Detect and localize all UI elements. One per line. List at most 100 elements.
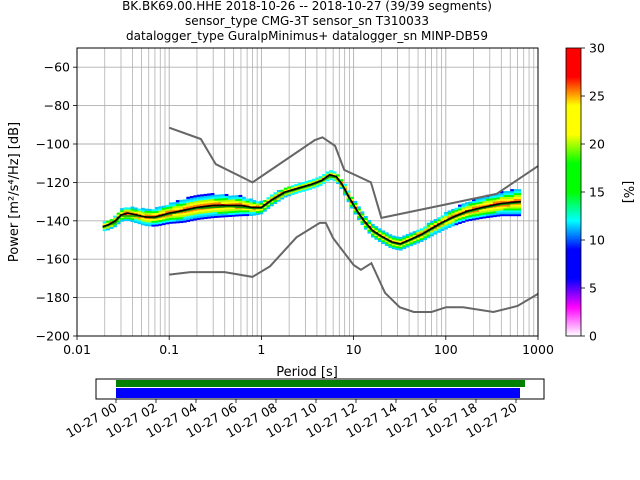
density-cell [433, 222, 438, 225]
density-cell [186, 202, 191, 205]
density-cell [437, 230, 441, 233]
density-cell [196, 194, 201, 197]
colorbar-ticks: 0 5 10 15 20 25 30 [581, 41, 605, 344]
density-cell [255, 210, 260, 214]
density-cell [444, 215, 448, 218]
density-cell [465, 206, 469, 209]
density-cell [221, 199, 225, 203]
density-cell [318, 178, 323, 181]
density-cell [433, 220, 438, 224]
density-cell [367, 221, 372, 225]
density-cell [447, 223, 452, 227]
density-cell [461, 216, 466, 219]
density-cell [492, 199, 497, 202]
density-cell [419, 236, 424, 239]
density-cell [517, 204, 522, 207]
density-cell [130, 218, 135, 221]
colorbar-tick-label: 25 [589, 89, 605, 104]
density-cell [189, 205, 194, 208]
density-cell [517, 192, 522, 196]
density-cell [172, 217, 177, 220]
density-cell [203, 213, 208, 216]
density-cell [482, 197, 487, 200]
density-cell [471, 202, 476, 205]
density-cell [496, 204, 501, 208]
density-cell [231, 206, 236, 210]
density-cell [235, 214, 239, 217]
density-cell [381, 230, 386, 233]
density-cell [186, 217, 191, 221]
statistic-curves [102, 173, 521, 246]
density-cell [203, 203, 208, 206]
density-cell [137, 208, 142, 211]
density-cell [304, 186, 309, 189]
density-cell [496, 214, 501, 217]
density-cell [186, 200, 191, 203]
density-cell [231, 203, 236, 206]
density-cell [485, 204, 490, 207]
density-cell [510, 198, 515, 201]
density-cell [141, 219, 145, 222]
density-cell [280, 195, 285, 198]
density-cell [200, 201, 205, 205]
density-cell [496, 206, 501, 209]
density-cell [339, 185, 344, 188]
density-cell [405, 237, 410, 240]
density-cell [391, 239, 396, 242]
density-cell [492, 195, 497, 198]
colorbar-tick-label: 5 [589, 281, 597, 296]
density-cell [388, 243, 393, 246]
density-cell [482, 202, 487, 206]
density-cell [461, 214, 466, 218]
density-cell [294, 191, 299, 194]
density-cell [109, 224, 114, 228]
density-cell [252, 201, 257, 205]
density-cell [238, 200, 243, 203]
density-cell [468, 214, 473, 218]
density-cell [168, 215, 173, 219]
density-cell [147, 212, 152, 215]
density-cell [395, 236, 400, 239]
density-cell [210, 216, 215, 219]
density-cell [158, 219, 163, 222]
density-cell [249, 208, 253, 211]
density-cell [308, 179, 313, 183]
density-cell [224, 215, 229, 218]
y-axis: −60 −80 −100 −120 −140 −160 −180 −200 [36, 60, 77, 344]
density-cell [165, 208, 170, 211]
density-cell [384, 234, 389, 237]
density-cell [200, 213, 205, 216]
density-cell [475, 211, 480, 214]
density-cell [482, 201, 487, 204]
density-cell [228, 199, 232, 202]
density-cell [168, 221, 173, 224]
density-cell [120, 215, 124, 218]
density-cell [151, 224, 156, 227]
density-cell [412, 234, 417, 238]
density-cell [430, 220, 434, 223]
density-cell [130, 206, 135, 209]
y-tick-label: −100 [36, 137, 70, 152]
density-cell [242, 200, 246, 203]
density-cell [144, 214, 149, 217]
density-cell [165, 214, 170, 217]
density-cell [377, 228, 382, 231]
density-cell [426, 232, 431, 235]
density-cell [109, 219, 114, 222]
colorbar-tick-label: 10 [589, 233, 605, 248]
density-cell [503, 200, 508, 203]
density-cell [113, 217, 117, 220]
density-cell [471, 200, 476, 204]
density-cell [416, 231, 421, 234]
density-cell [141, 221, 145, 224]
nhnm-line [168, 126, 538, 220]
density-cell [120, 211, 124, 215]
density-cell [506, 212, 511, 215]
density-cell [471, 218, 476, 221]
density-cell [510, 204, 515, 207]
density-cell [485, 212, 490, 215]
density-cell [255, 209, 260, 212]
density-cell [259, 200, 264, 203]
density-cell [513, 214, 518, 217]
density-cell [276, 199, 281, 202]
